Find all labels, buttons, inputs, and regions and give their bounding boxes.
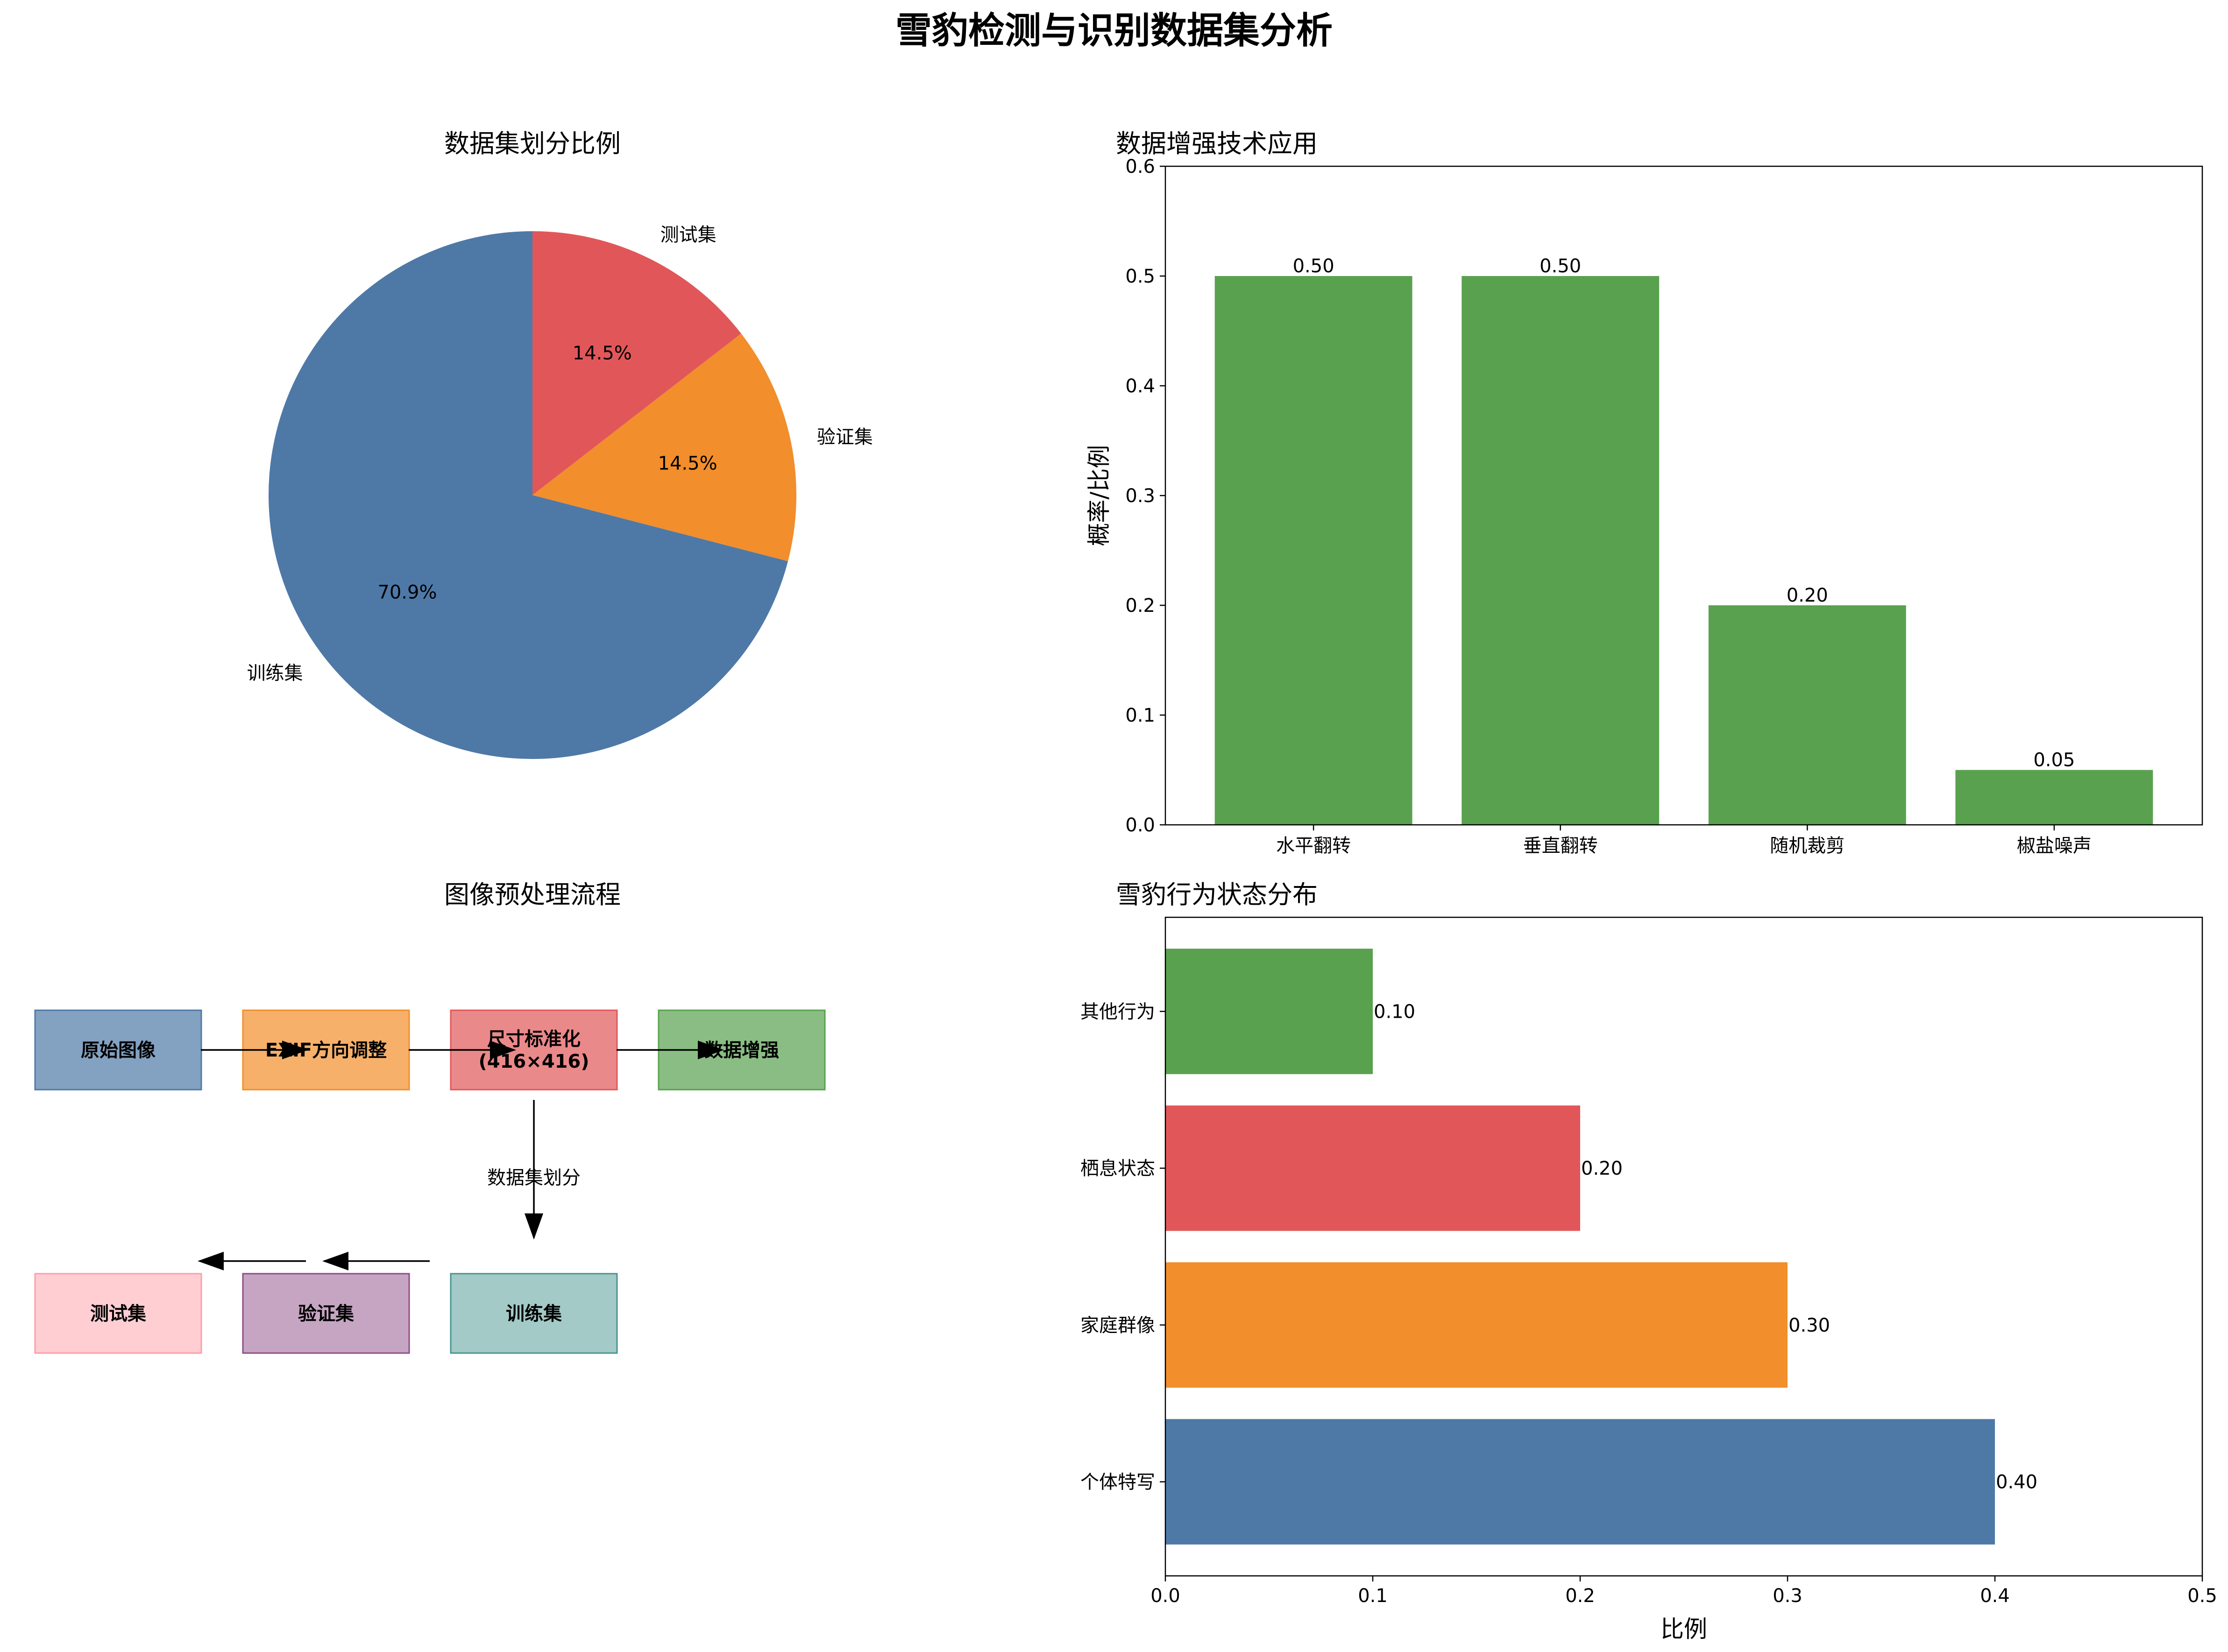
- augmentation-value-label-0: 0.50: [1293, 255, 1334, 277]
- flow-box-bottom-2: [450, 1273, 618, 1354]
- pie-chart-title: 数据集划分比例: [444, 129, 621, 158]
- behavior-bar-2: [1165, 1105, 1580, 1231]
- pie-chart-panel: 数据集划分比例 70.9% 训练集 14.5% 验证集 14.5% 测试集: [247, 129, 873, 759]
- pie-slice-0: [268, 231, 788, 759]
- behavior-bar-3: [1165, 949, 1373, 1074]
- behavior-x-axis-label: 比例: [1660, 1616, 1707, 1643]
- augmentation-x-tick-label-3: 椒盐噪声: [2017, 835, 2092, 857]
- flowchart-title: 图像预处理流程: [444, 880, 621, 909]
- behavior-bar-0: [1165, 1419, 1995, 1545]
- augmentation-y-tick-label-6: 0.6: [1125, 156, 1155, 177]
- behavior-bar-1: [1165, 1262, 1788, 1388]
- augmentation-value-label-2: 0.20: [1787, 585, 1828, 606]
- behavior-x-tick-label-5: 0.5: [2187, 1585, 2217, 1607]
- behavior-x-tick-label-3: 0.3: [1773, 1585, 1802, 1607]
- flow-split-label: 数据集划分: [487, 1167, 581, 1189]
- flow-box-bottom-label-2: 训练集: [506, 1303, 562, 1325]
- augmentation-x-tick-label-2: 随机裁剪: [1770, 835, 1845, 857]
- pie-slice-1: [532, 333, 797, 561]
- behavior-plot-area: 0.40 个体特写 0.30 家庭群像 0.20 栖息状态 0.10 其他行为 0.0 0.1 0.…: [1080, 916, 2217, 1643]
- figure-title: 雪豹检测与识别数据集分析: [895, 10, 1333, 52]
- augmentation-y-tick-label-2: 0.2: [1125, 595, 1155, 617]
- augmentation-y-tick-label-4: 0.4: [1125, 376, 1155, 397]
- behavior-y-tick-label-2: 栖息状态: [1080, 1158, 1155, 1179]
- augmentation-y-axis-label: 概率/比例: [1086, 445, 1113, 546]
- augmentation-value-label-1: 0.50: [1540, 255, 1581, 277]
- flow-box-top-label-0: 原始图像: [81, 1040, 156, 1061]
- augmentation-x-tick-label-0: 水平翻转: [1276, 835, 1351, 857]
- augmentation-plot-area: 0.50 水平翻转 0.50 垂直翻转 0.20 随机裁剪 0.05 椒盐噪声 0.0 0.1 0.…: [1086, 156, 2203, 857]
- flow-box-bottom-0: [34, 1273, 202, 1354]
- behavior-value-label-2: 0.20: [1581, 1158, 1623, 1179]
- augmentation-bar-0: [1214, 276, 1412, 825]
- behavior-x-tick-label-4: 0.4: [1980, 1585, 2010, 1607]
- flow-box-top-label-1: EXIF方向调整: [265, 1040, 387, 1061]
- behavior-axes-frame: [1164, 916, 2203, 1577]
- augmentation-y-tick-label-3: 0.3: [1125, 485, 1155, 507]
- augmentation-chart-title: 数据增强技术应用: [1116, 129, 1318, 158]
- augmentation-x-tick-label-1: 垂直翻转: [1523, 835, 1598, 857]
- augmentation-bar-1: [1462, 276, 1660, 825]
- behavior-chart-title: 雪豹行为状态分布: [1116, 880, 1318, 909]
- pie-category-label-1: 验证集: [817, 426, 873, 448]
- pie-slice-2: [532, 231, 741, 495]
- augmentation-bar-2: [1708, 605, 1906, 825]
- pie-slices: [268, 231, 797, 759]
- behavior-x-tick-label-1: 0.1: [1358, 1585, 1388, 1607]
- behavior-x-tick-label-0: 0.0: [1150, 1585, 1180, 1607]
- augmentation-value-label-3: 0.05: [2033, 750, 2075, 771]
- flow-box-bottom-label-0: 测试集: [90, 1303, 146, 1325]
- pie-percent-label-2: 14.5%: [573, 343, 632, 364]
- behavior-value-label-3: 0.10: [1374, 1001, 1415, 1022]
- augmentation-y-tick-label-5: 0.5: [1125, 266, 1155, 287]
- behavior-value-label-0: 0.40: [1996, 1472, 2037, 1493]
- behavior-value-label-1: 0.30: [1788, 1315, 1830, 1336]
- pie-percent-label-1: 14.5%: [658, 453, 717, 475]
- flow-box-top-0: [34, 1009, 202, 1091]
- pie-category-label-2: 测试集: [660, 224, 717, 246]
- augmentation-bar-chart-panel: 数据增强技术应用 0.50 水平翻转 0.50 垂直翻转 0.20 随机裁剪 0.05 椒盐噪…: [1086, 129, 2203, 857]
- behavior-y-tick-label-3: 其他行为: [1080, 1001, 1155, 1022]
- flow-box-bottom-label-1: 验证集: [298, 1303, 354, 1325]
- behavior-y-tick-label-0: 个体特写: [1080, 1472, 1155, 1493]
- flow-box-bottom-1: [242, 1273, 410, 1354]
- behavior-y-tick-label-1: 家庭群像: [1080, 1315, 1155, 1336]
- behavior-x-tick-label-2: 0.2: [1565, 1585, 1595, 1607]
- augmentation-y-tick-label-1: 0.1: [1125, 705, 1155, 726]
- preprocessing-flowchart-panel: 图像预处理流程 原始图像 EXIF方向调整 尺寸标准化(416×416) 数据增强测试…: [34, 880, 826, 1354]
- augmentation-bar-3: [1955, 770, 2153, 825]
- pie-percent-label-0: 70.9%: [377, 582, 437, 603]
- flow-box-top-label-3: 数据增强: [704, 1040, 779, 1061]
- flow-box-top-label-2: 尺寸标准化(416×416): [478, 1028, 589, 1072]
- pie-category-label-0: 训练集: [247, 662, 303, 684]
- behavior-bar-chart-panel: 雪豹行为状态分布 0.40 个体特写 0.30 家庭群像 0.20 栖息状态 0.10 其他行…: [1080, 880, 2217, 1643]
- augmentation-y-tick-label-0: 0.0: [1125, 815, 1155, 836]
- pie-labels: 70.9% 训练集 14.5% 验证集 14.5% 测试集: [247, 224, 873, 684]
- augmentation-axes-frame: [1164, 165, 2203, 826]
